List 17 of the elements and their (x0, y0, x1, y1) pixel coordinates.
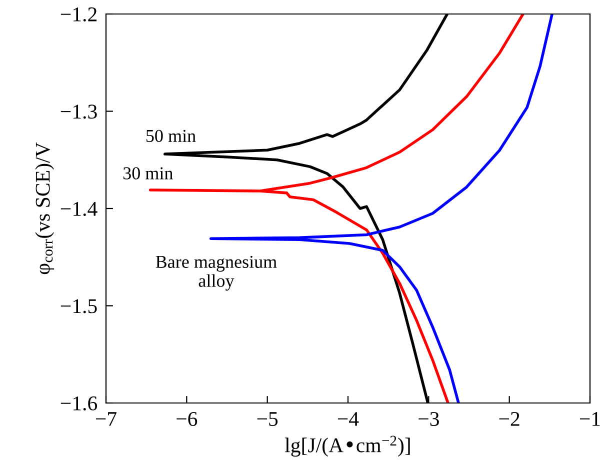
x-tick-label: −1 (580, 412, 600, 426)
y-tick-label: −1.2 (60, 7, 97, 22)
series-label: Bare magnesium alloy (156, 256, 277, 291)
y-tick-label: −1.3 (60, 104, 97, 119)
x-tick-label: −6 (176, 412, 198, 426)
y-tick-label: −1.4 (60, 202, 98, 216)
x-axis-title: lg[J/(A•cm$^{−2}$)] (284, 436, 410, 457)
y-tick-label: −1.5 (60, 299, 97, 314)
x-tick-label: −5 (257, 412, 278, 426)
x-tick-label: −2 (499, 412, 520, 426)
y-tick-label: −1.6 (60, 396, 98, 411)
series-label: 30 min (123, 167, 173, 180)
y-axis-title: φ$_{corr}$(vs SCE)/V (35, 142, 54, 274)
x-tick-label: −3 (418, 412, 439, 426)
series-label: 50 min (146, 130, 196, 142)
x-tick-label: −7 (96, 412, 116, 426)
x-tick-label: −4 (338, 412, 359, 426)
